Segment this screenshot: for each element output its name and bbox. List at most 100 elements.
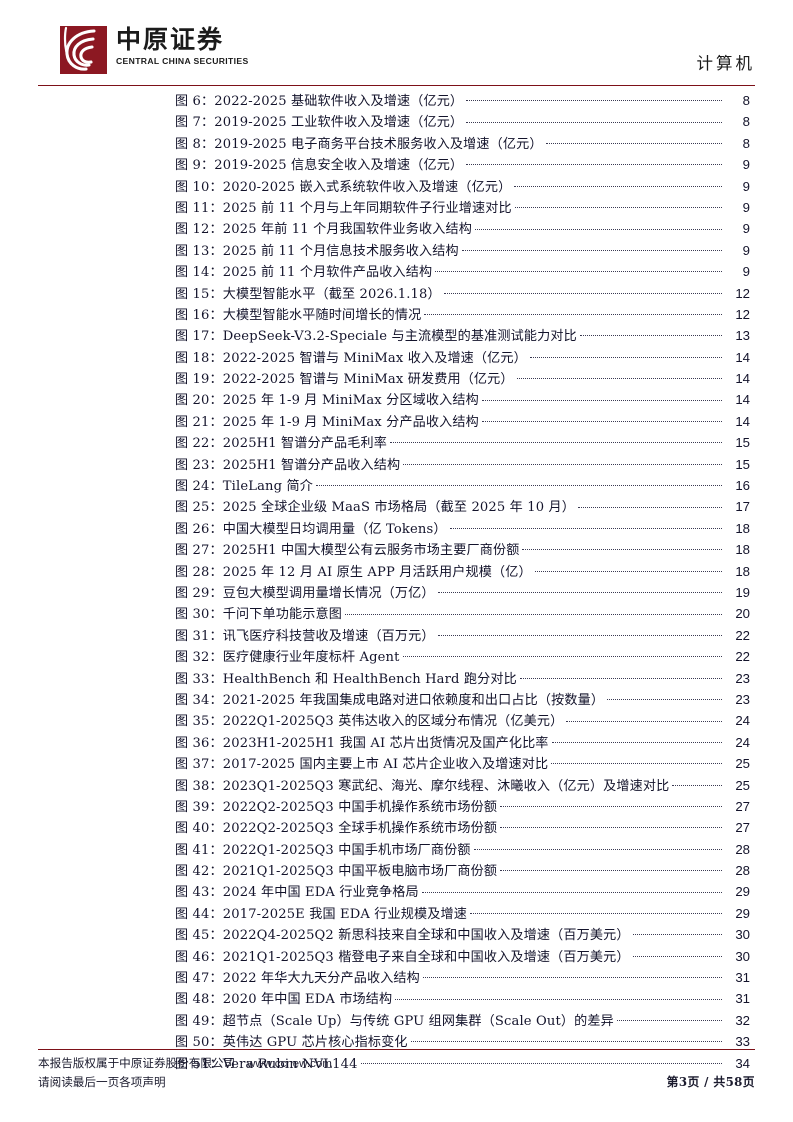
toc-entry-page: 22 [735, 649, 750, 665]
toc-entry[interactable]: 图 19：2022-2025 智谱与 MiniMax 研发费用（亿元） 14 [175, 368, 750, 389]
toc-entry[interactable]: 图 34：2021-2025 年我国集成电路对进口依赖度和出口占比（按数量） 23 [175, 689, 750, 710]
toc-entry[interactable]: 图 31：讯飞医疗科技营收及增速（百万元） 22 [175, 625, 750, 646]
toc-leader-dots [466, 121, 722, 123]
toc-entry[interactable]: 图 45：2022Q4-2025Q2 新思科技来自全球和中国收入及增速（百万美元… [175, 924, 750, 945]
toc-entry[interactable]: 图 32：医疗健康行业年度标杆 Agent 22 [175, 646, 750, 667]
toc-entry-label: 图 13：2025 前 11 个月信息技术服务收入结构 [175, 243, 459, 259]
toc-entry[interactable]: 图 29：豆包大模型调用量增长情况（万亿） 19 [175, 582, 750, 603]
toc-leader-dots [607, 699, 722, 701]
toc-entry[interactable]: 图 8：2019-2025 电子商务平台技术服务收入及增速（亿元） 8 [175, 133, 750, 154]
toc-leader-dots [516, 378, 722, 380]
toc-leader-dots [616, 1019, 722, 1021]
toc-entry-label: 图 31：讯飞医疗科技营收及增速（百万元） [175, 628, 435, 644]
toc-entry[interactable]: 图 15：大模型智能水平（截至 2026.1.18） 12 [175, 283, 750, 304]
toc-entry[interactable]: 图 35：2022Q1-2025Q3 英伟达收入的区域分布情况（亿美元） 24 [175, 710, 750, 731]
toc-entry[interactable]: 图 17：DeepSeek-V3.2-Speciale 与主流模型的基准测试能力… [175, 325, 750, 346]
logo-wordmark: 中原证券 CENTRAL CHINA SECURITIES [116, 25, 249, 67]
toc-entry[interactable]: 图 37：2017-2025 国内主要上市 AI 芯片企业收入及增速对比 25 [175, 753, 750, 774]
toc-entry[interactable]: 图 25：2025 全球企业级 MaaS 市场格局（截至 2025 年 10 月… [175, 496, 750, 517]
toc-entry[interactable]: 图 6：2022-2025 基础软件收入及增速（亿元） 8 [175, 90, 750, 111]
toc-leader-dots [529, 356, 722, 358]
toc-entry[interactable]: 图 9：2019-2025 信息安全收入及增速（亿元） 9 [175, 154, 750, 175]
toc-leader-dots [437, 592, 722, 594]
toc-entry[interactable]: 图 11：2025 前 11 个月与上年同期软件子行业增速对比 9 [175, 197, 750, 218]
toc-entry-page: 22 [735, 627, 750, 643]
toc-entry-label: 图 23：2025H1 智谱分产品收入结构 [175, 457, 401, 473]
toc-entry[interactable]: 图 49：超节点（Scale Up）与传统 GPU 组网集群（Scale Out… [175, 1010, 750, 1031]
toc-leader-dots [578, 506, 722, 508]
toc-entry[interactable]: 图 30：千问下单功能示意图 20 [175, 603, 750, 624]
toc-entry-page: 23 [735, 691, 750, 707]
toc-entry-label: 图 12：2025 年前 11 个月我国软件业务收入结构 [175, 222, 472, 238]
toc-leader-dots [449, 528, 722, 529]
toc-entry-label: 图 36：2023H1-2025H1 我国 AI 芯片出货情况及国产化比率 [175, 735, 549, 751]
toc-entry-label: 图 42：2021Q1-2025Q3 中国平板电脑市场厂商份额 [175, 864, 498, 880]
footer-copyright: 本报告版权属于中原证券股份有限公司 [38, 1056, 236, 1070]
toc-entry[interactable]: 图 27：2025H1 中国大模型公有云服务市场主要厂商份额 18 [175, 539, 750, 560]
toc-entry-label: 图 40：2022Q2-2025Q3 全球手机操作系统市场份额 [175, 821, 498, 837]
toc-leader-dots [514, 207, 722, 209]
toc-entry-label: 图 24：TileLang 简介 [175, 479, 313, 495]
toc-entry[interactable]: 图 43：2024 年中国 EDA 行业竞争格局 29 [175, 881, 750, 902]
toc-entry[interactable]: 图 28：2025 年 12 月 AI 原生 APP 月活跃用户规模（亿） 18 [175, 561, 750, 582]
toc-entry[interactable]: 图 40：2022Q2-2025Q3 全球手机操作系统市场份额 27 [175, 817, 750, 838]
toc-entry[interactable]: 图 20：2025 年 1-9 月 MiniMax 分区域收入结构 14 [175, 389, 750, 410]
toc-leader-dots [579, 335, 722, 337]
toc-leader-dots [466, 100, 722, 102]
toc-leader-dots [403, 463, 722, 465]
toc-entry[interactable]: 图 24：TileLang 简介 16 [175, 475, 750, 496]
footer-url[interactable]: www.ccnew.com [247, 1058, 332, 1070]
toc-leader-dots [469, 913, 722, 915]
toc-entry-label: 图 39：2022Q2-2025Q3 中国手机操作系统市场份额 [175, 799, 498, 815]
toc-entry[interactable]: 图 16：大模型智能水平随时间增长的情况 12 [175, 304, 750, 325]
toc-entry[interactable]: 图 51：Vera Rubin NVL144 34 [175, 1053, 750, 1074]
toc-entry-page: 33 [735, 1034, 750, 1050]
toc-entry-label: 图 34：2021-2025 年我国集成电路对进口依赖度和出口占比（按数量） [175, 692, 605, 708]
toc-entry-label: 图 20：2025 年 1-9 月 MiniMax 分区域收入结构 [175, 393, 479, 409]
toc-entry[interactable]: 图 50：英伟达 GPU 芯片核心指标变化 33 [175, 1031, 750, 1052]
toc-entry[interactable]: 图 42：2021Q1-2025Q3 中国平板电脑市场厂商份额 28 [175, 860, 750, 881]
toc-leader-dots [315, 485, 722, 487]
toc-entry-label: 图 11：2025 前 11 个月与上年同期软件子行业增速对比 [175, 200, 512, 216]
toc-entry-label: 图 19：2022-2025 智谱与 MiniMax 研发费用（亿元） [175, 372, 514, 388]
toc-entry[interactable]: 图 13：2025 前 11 个月信息技术服务收入结构 9 [175, 240, 750, 261]
toc-entry-label: 图 33：HealthBench 和 HealthBench Hard 跑分对比 [175, 671, 517, 687]
toc-entry[interactable]: 图 47：2022 年华大九天分产品收入结构 31 [175, 967, 750, 988]
toc-entry[interactable]: 图 48：2020 年中国 EDA 市场结构 31 [175, 988, 750, 1009]
toc-entry-page: 24 [735, 734, 750, 750]
logo-name-cn: 中原证券 [116, 25, 225, 54]
toc-entry-page: 32 [735, 1012, 750, 1028]
toc-entry[interactable]: 图 7：2019-2025 工业软件收入及增速（亿元） 8 [175, 111, 750, 132]
toc-entry-label: 图 41：2022Q1-2025Q3 中国手机市场厂商份额 [175, 842, 471, 858]
toc-entry[interactable]: 图 39：2022Q2-2025Q3 中国手机操作系统市场份额 27 [175, 796, 750, 817]
toc-entry[interactable]: 图 46：2021Q1-2025Q3 楷登电子来自全球和中国收入及增速（百万美元… [175, 946, 750, 967]
toc-entry-page: 8 [742, 135, 750, 151]
toc-entry[interactable]: 图 22：2025H1 智谱分产品毛利率 15 [175, 432, 750, 453]
toc-entry-label: 图 8：2019-2025 电子商务平台技术服务收入及增速（亿元） [175, 136, 543, 152]
toc-entry[interactable]: 图 12：2025 年前 11 个月我国软件业务收入结构 9 [175, 218, 750, 239]
toc-entry[interactable]: 图 33：HealthBench 和 HealthBench Hard 跑分对比… [175, 668, 750, 689]
toc-entry[interactable]: 图 41：2022Q1-2025Q3 中国手机市场厂商份额 28 [175, 839, 750, 860]
toc-entry[interactable]: 图 44：2017-2025E 我国 EDA 行业规模及增速 29 [175, 903, 750, 924]
toc-entry-page: 19 [735, 584, 750, 600]
toc-entry-page: 34 [735, 1055, 750, 1071]
toc-entry-page: 27 [735, 820, 750, 836]
toc-entry[interactable]: 图 10：2020-2025 嵌入式系统软件收入及增速（亿元） 9 [175, 176, 750, 197]
toc-entry[interactable]: 图 23：2025H1 智谱分产品收入结构 15 [175, 454, 750, 475]
toc-entry-page: 24 [735, 713, 750, 729]
toc-entry-page: 16 [735, 478, 750, 494]
toc-leader-dots [522, 549, 722, 551]
toc-entry[interactable]: 图 21：2025 年 1-9 月 MiniMax 分产品收入结构 14 [175, 411, 750, 432]
footer-page-number: 第3页 / 共58页 [666, 1074, 755, 1089]
toc-entry[interactable]: 图 38：2023Q1-2025Q3 寒武纪、海光、摩尔线程、沐曦收入（亿元）及… [175, 775, 750, 796]
toc-entry[interactable]: 图 26：中国大模型日均调用量（亿 Tokens） 18 [175, 518, 750, 539]
toc-entry[interactable]: 图 14：2025 前 11 个月软件产品收入结构 9 [175, 261, 750, 282]
toc-leader-dots [466, 164, 722, 166]
toc-entry-page: 12 [735, 285, 750, 301]
toc-entry[interactable]: 图 18：2022-2025 智谱与 MiniMax 收入及增速（亿元） 14 [175, 347, 750, 368]
toc-entry[interactable]: 图 36：2023H1-2025H1 我国 AI 芯片出货情况及国产化比率 24 [175, 732, 750, 753]
toc-entry-page: 28 [735, 841, 750, 857]
logo-name-en: CENTRAL CHINA SECURITIES [116, 56, 249, 66]
footer-copyright-group: 本报告版权属于中原证券股份有限公司 www.ccnew.com [38, 1055, 332, 1074]
toc-entry-label: 图 22：2025H1 智谱分产品毛利率 [175, 436, 387, 452]
